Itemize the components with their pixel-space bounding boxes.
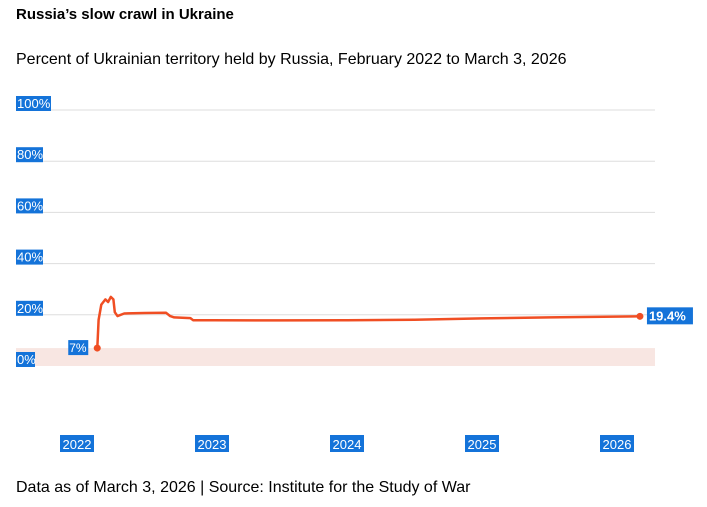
y-tick-label: 20% <box>17 301 43 316</box>
y-tick-label: 60% <box>17 198 43 213</box>
end-point <box>636 312 644 320</box>
y-tick-label-bg <box>16 352 35 367</box>
y-tick-label-bg <box>16 198 43 214</box>
x-tick-label-bg <box>330 435 364 452</box>
y-tick-label-bg <box>16 147 43 163</box>
y-tick-label: 40% <box>17 250 43 265</box>
chart-title: Russia’s slow crawl in Ukraine <box>16 6 234 23</box>
y-tick-label-bg <box>16 249 43 265</box>
y-tick-label: 100% <box>17 96 51 111</box>
y-tick-label-bg <box>16 300 43 316</box>
x-tick-label: 2026 <box>603 437 632 452</box>
y-tick-label: 0% <box>17 352 36 367</box>
start-annotation-bg <box>68 340 89 356</box>
x-tick-label: 2025 <box>468 437 497 452</box>
y-tick-label: 80% <box>17 147 43 162</box>
x-tick-label: 2024 <box>333 437 362 452</box>
x-tick-label: 2022 <box>63 437 92 452</box>
x-tick-label-bg <box>60 435 94 452</box>
chart-subtitle: Percent of Ukrainian territory held by R… <box>16 51 567 68</box>
x-tick-label-bg <box>195 435 229 452</box>
start-point <box>93 344 101 352</box>
x-tick-label-bg <box>600 435 634 452</box>
end-annotation: 19.4% <box>649 308 686 323</box>
x-tick-label: 2023 <box>198 437 227 452</box>
y-tick-label-bg <box>16 96 51 111</box>
shaded-band <box>16 348 655 366</box>
series-line <box>96 295 642 350</box>
start-annotation: 7% <box>69 341 87 355</box>
x-tick-label-bg <box>465 435 499 452</box>
source-footer: Data as of March 3, 2026 | Source: Insti… <box>16 479 471 496</box>
end-annotation-bg <box>646 307 693 325</box>
